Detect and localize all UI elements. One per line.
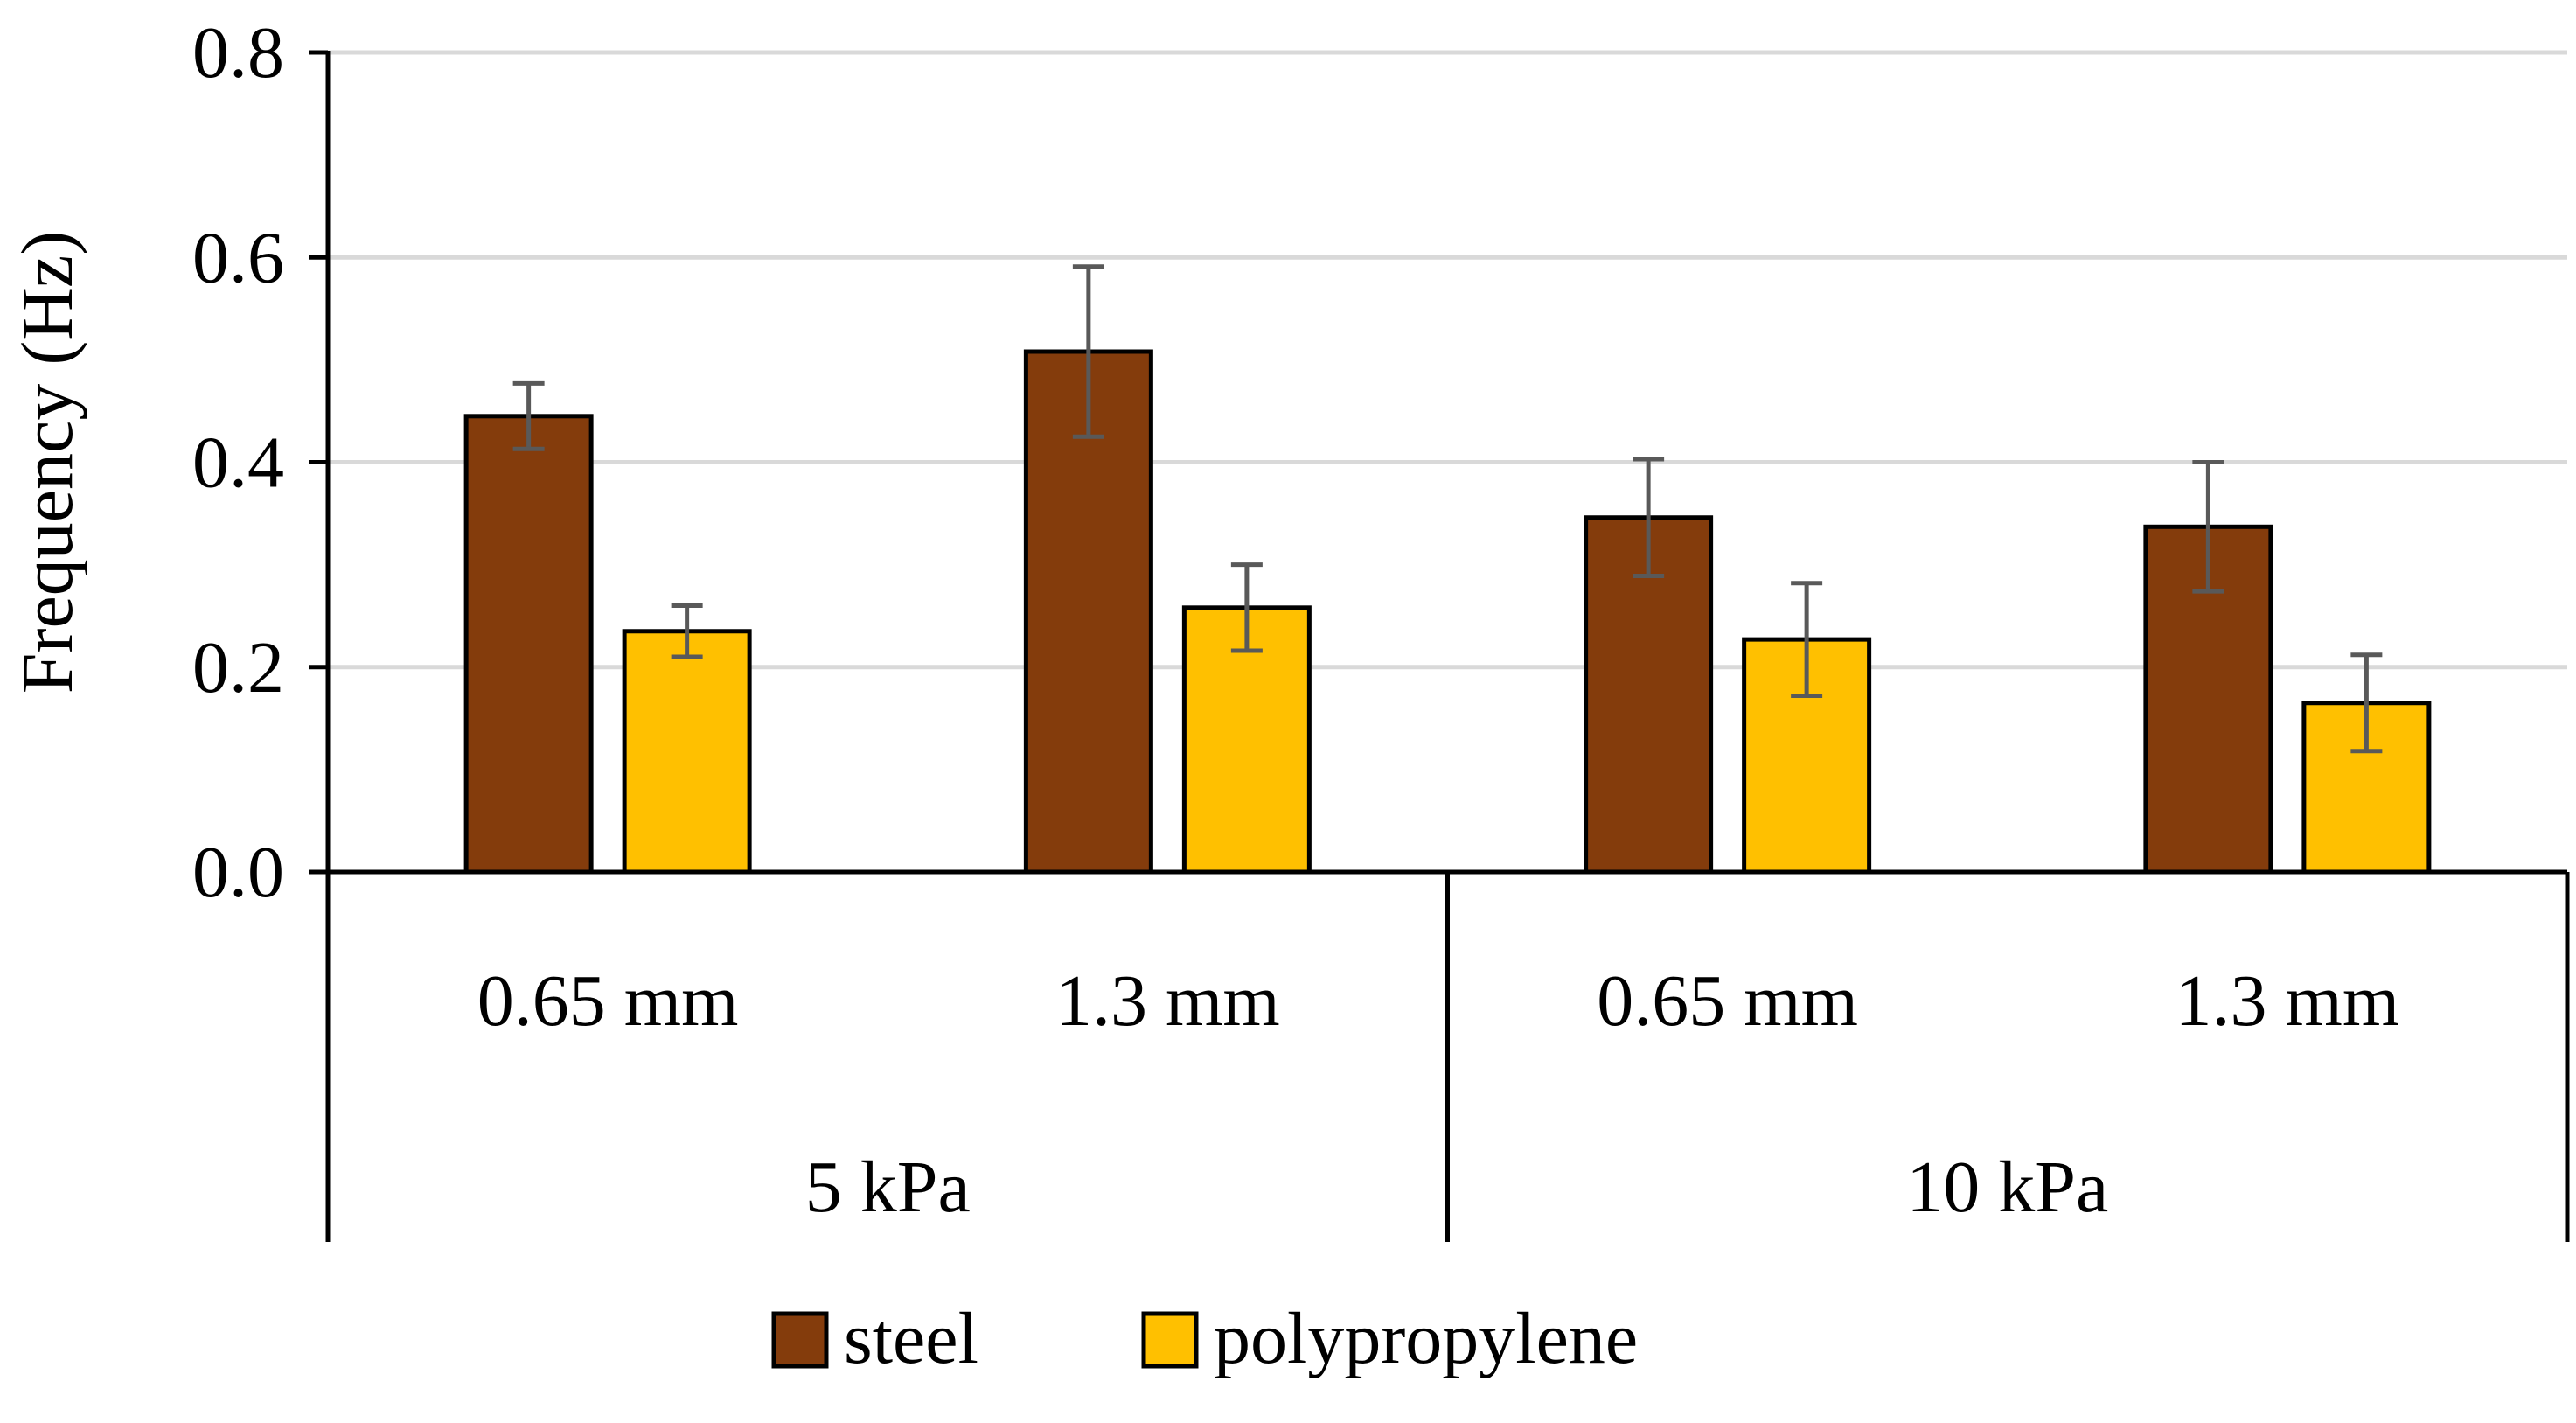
x-category-label: 0.65 mm (477, 960, 739, 1042)
y-tick-label: 0.2 (192, 627, 284, 708)
bar-polypropylene (622, 629, 752, 875)
x-category-label: 0.65 mm (1597, 960, 1858, 1042)
bar-steel (463, 414, 594, 875)
axes (309, 50, 2570, 1242)
legend-swatch-steel (771, 1311, 829, 1369)
y-tick-label: 0.0 (192, 832, 284, 913)
x-category-label: 1.3 mm (1055, 960, 1280, 1042)
legend-label-steel: steel (844, 1298, 978, 1379)
legend: steel polypropylene (771, 1298, 1638, 1379)
x-category-label: 1.3 mm (2176, 960, 2400, 1042)
legend-label-polypropylene: polypropylene (1214, 1298, 1638, 1379)
y-tick-label: 0.4 (192, 422, 284, 504)
legend-swatch-polypropylene (1141, 1311, 1199, 1369)
bar-steel (2143, 524, 2273, 875)
bars (463, 349, 2432, 875)
x-group-label: 5 kPa (805, 1147, 971, 1228)
y-tick-label: 0.6 (192, 217, 284, 298)
y-tick-label: 0.8 (192, 12, 284, 94)
axis-labels: 0.0 0.2 0.4 0.6 0.8 0.65 mm 1.3 mm 0.65 mm 1.3 m… (7, 12, 2399, 1228)
y-axis-title: Frequency (Hz) (7, 231, 88, 694)
x-group-label: 10 kPa (1906, 1147, 2108, 1228)
error-bars (512, 264, 2383, 754)
